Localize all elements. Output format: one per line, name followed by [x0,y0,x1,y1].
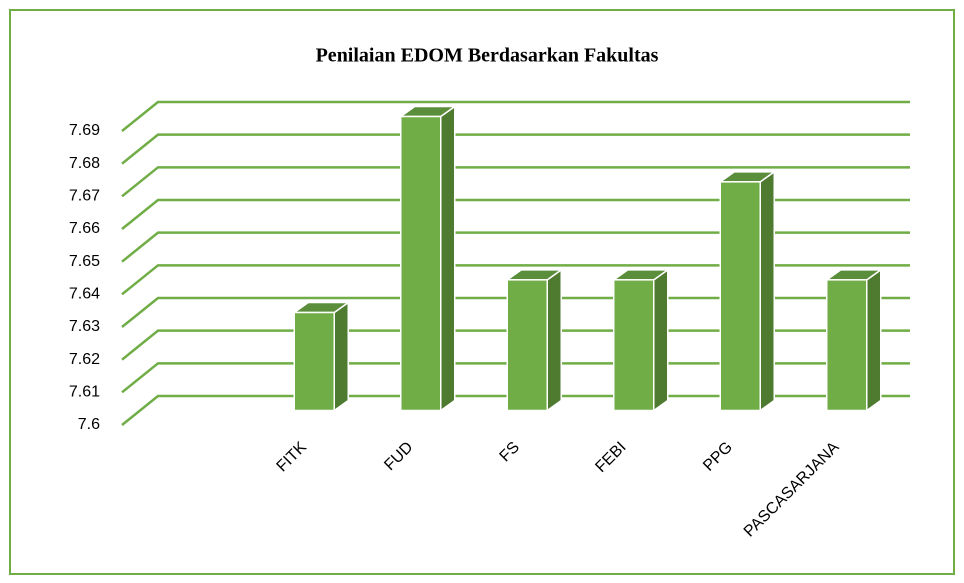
bar-side [759,170,775,412]
grid-line [121,264,910,296]
chart-border [9,9,955,575]
bar [719,181,761,412]
grid-line [121,133,910,165]
bar-side [866,268,882,412]
y-tick-label: 7.69 [69,122,100,139]
y-tick-label: 7.65 [69,253,100,270]
bar [613,279,655,412]
grid-line [121,166,910,198]
bar [506,279,548,412]
bar-side [440,105,456,412]
grid-line [121,198,910,230]
y-tick-label: 7.6 [78,416,100,433]
bar-side [653,268,669,412]
y-tick-label: 7.62 [69,351,100,368]
y-tick-label: 7.67 [69,188,100,205]
grid-line [121,231,910,263]
y-tick-label: 7.66 [69,220,100,237]
grid-line [121,100,910,132]
bar [400,115,442,412]
bar [293,311,335,412]
bar-side [546,268,562,412]
y-tick-label: 7.61 [69,384,100,401]
y-tick-label: 7.68 [69,155,100,172]
bar-side [333,301,349,412]
chart-title: Penilaian EDOM Berdasarkan Fakultas [316,45,659,67]
y-tick-label: 7.64 [69,286,100,303]
bar [826,279,868,412]
y-tick-label: 7.63 [69,318,100,335]
